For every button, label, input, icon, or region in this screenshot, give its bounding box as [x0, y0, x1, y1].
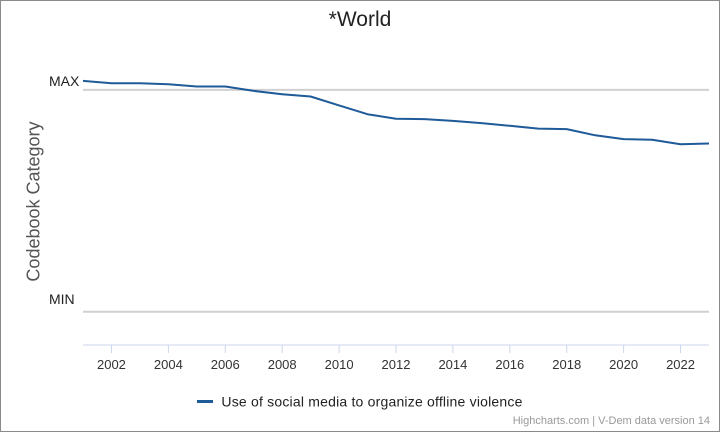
- chart-title: *World: [328, 8, 392, 31]
- gridlines: [83, 88, 709, 313]
- x-tick-label: 2002: [97, 357, 126, 372]
- x-tick-label: 2016: [495, 357, 524, 372]
- x-tick-label: 2008: [268, 357, 297, 372]
- x-tick-label: 2012: [382, 357, 411, 372]
- x-tick-label: 2006: [211, 357, 240, 372]
- y-category-max-label: MAX: [49, 73, 80, 89]
- x-tick-label: 2018: [552, 357, 581, 372]
- series-line[interactable]: [82, 79, 710, 146]
- x-tick-label: 2004: [154, 357, 183, 372]
- legend[interactable]: Use of social media to organize offline …: [1, 392, 719, 409]
- series-layer: [82, 79, 710, 146]
- legend-swatch: [197, 399, 214, 403]
- x-tick-label: 2014: [438, 357, 467, 372]
- y-category-min-label: MIN: [49, 291, 75, 307]
- x-axis-ticks: 2002 2004 2006 2008 2010 2012 2014 2016 2018 2020…: [97, 345, 695, 372]
- legend-item-label[interactable]: Use of social media to organize offline …: [221, 393, 523, 410]
- x-tick-label: 2020: [609, 357, 638, 372]
- x-tick-label: 2010: [325, 357, 354, 372]
- x-tick-label: 2022: [666, 357, 695, 372]
- credits-text[interactable]: Highcharts.com | V-Dem data version 14: [512, 415, 710, 427]
